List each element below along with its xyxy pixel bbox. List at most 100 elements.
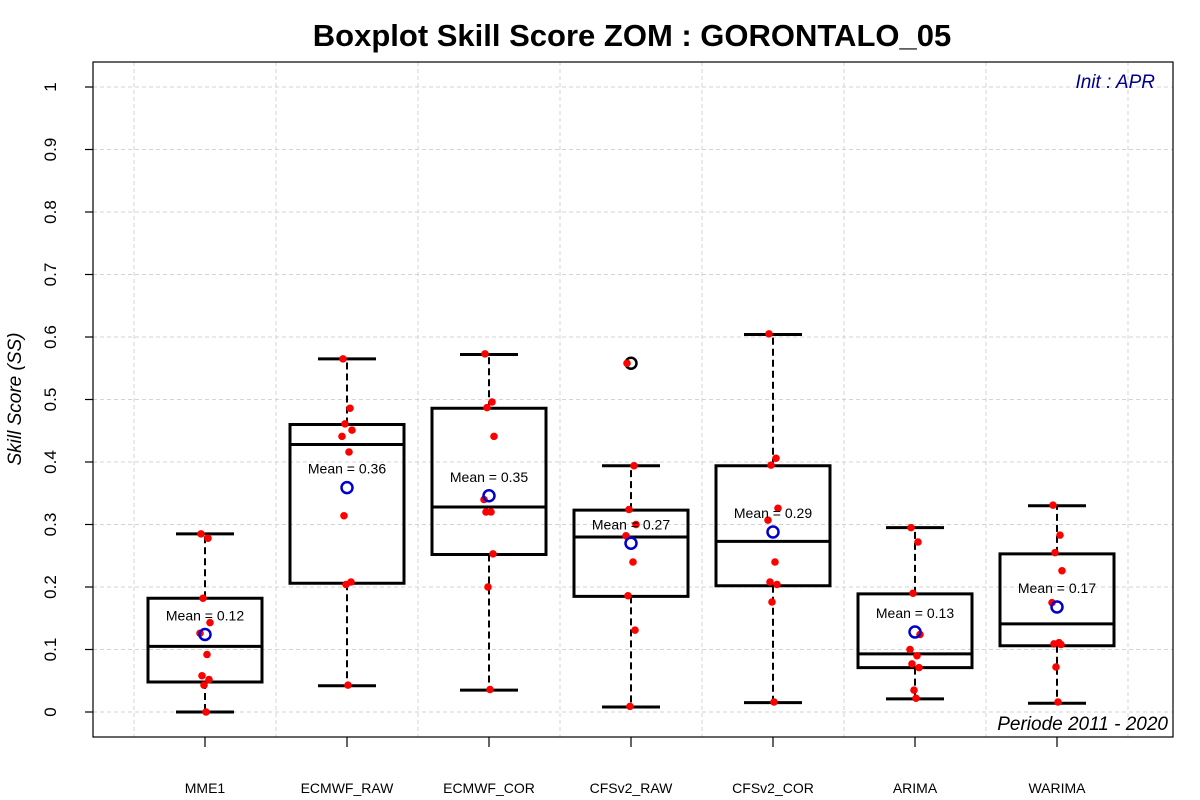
box-group: Mean = 0.12 (146, 530, 264, 716)
data-point (197, 530, 205, 538)
data-point (490, 432, 498, 441)
mean-label: Mean = 0.29 (734, 505, 812, 521)
box-group: Mean = 0.13 (856, 523, 974, 703)
mean-marker (1050, 600, 1064, 614)
data-point (906, 645, 914, 654)
data-point (198, 671, 206, 680)
data-point (1052, 663, 1060, 671)
data-point (342, 580, 350, 589)
data-point (486, 685, 494, 694)
data-point (1057, 640, 1065, 649)
data-point (764, 516, 772, 524)
data-point (908, 660, 916, 668)
data-point (910, 686, 918, 694)
chart-title: Boxplot Skill Score ZOM : GORONTALO_05 (313, 18, 951, 53)
x-tick-label: WARIMA (1028, 780, 1086, 796)
y-tick-label: 0.8 (41, 200, 60, 224)
init-annotation: Init : APR (1075, 72, 1155, 93)
mean-label: Mean = 0.13 (876, 605, 954, 621)
mean-marker (482, 489, 496, 503)
y-tick-label: 0.1 (41, 638, 60, 662)
mean-marker (766, 525, 780, 539)
data-point (632, 520, 640, 529)
data-point (629, 558, 637, 566)
y-tick-label: 0.2 (41, 575, 60, 599)
data-point (205, 675, 213, 684)
mean-marker (198, 627, 212, 642)
data-point (344, 681, 352, 689)
axes: 0 0.1 0.2 0.3 0.4 0.5 0.6 0.7 0.8 0.9 1 MME1 ECMWF_R… (41, 82, 1086, 796)
y-tick-label: 0.4 (41, 450, 60, 474)
mean-marker (908, 625, 922, 639)
data-point (1051, 548, 1059, 557)
y-tick-label: 0.7 (41, 263, 60, 287)
data-point (909, 589, 917, 598)
data-point (481, 350, 489, 358)
mean-label: Mean = 0.27 (592, 516, 670, 532)
data-point (482, 508, 490, 516)
data-point (1050, 640, 1058, 648)
data-point (199, 594, 207, 603)
data-point (912, 694, 920, 703)
y-tick-label: 0.3 (41, 513, 60, 537)
box-iqr (288, 423, 406, 585)
mean-label: Mean = 0.12 (166, 608, 244, 624)
data-point (200, 681, 208, 689)
data-point (768, 598, 776, 606)
data-point (346, 404, 354, 413)
box-group: Mean = 0.35 (430, 350, 548, 694)
data-point (339, 355, 347, 363)
data-point (766, 578, 774, 586)
box-group: Mean = 0.27 (572, 356, 690, 711)
box-group: Mean = 0.17 (998, 501, 1116, 706)
data-point (765, 330, 773, 338)
x-tick-label: ECMWF_COR (443, 780, 535, 796)
data-point (1054, 698, 1062, 706)
data-point (1049, 501, 1057, 509)
data-point (1056, 531, 1064, 539)
x-tick-label: MME1 (185, 780, 226, 796)
data-point (767, 461, 775, 469)
data-point (770, 698, 778, 706)
data-point (203, 650, 211, 659)
data-point (631, 626, 639, 634)
period-annotation: Periode 2011 - 2020 (997, 714, 1168, 735)
data-point (915, 663, 923, 672)
data-point (341, 420, 349, 428)
data-point (626, 702, 634, 711)
data-point (483, 403, 491, 412)
data-point (348, 426, 356, 434)
data-point (345, 448, 353, 456)
data-point (774, 504, 782, 513)
data-point (488, 398, 496, 406)
data-point (913, 651, 921, 660)
box-iqr (998, 552, 1116, 648)
box-group: Mean = 0.29 (714, 330, 832, 706)
data-point (338, 432, 346, 441)
data-point (771, 558, 779, 566)
data-point (202, 708, 210, 716)
data-point (625, 505, 633, 514)
mean-label: Mean = 0.35 (450, 469, 528, 485)
y-tick-label: 0.5 (41, 388, 60, 412)
data-point (204, 534, 212, 543)
x-tick-label: ECMWF_RAW (301, 780, 395, 796)
data-point (484, 583, 492, 591)
data-point (907, 523, 915, 532)
mean-label: Mean = 0.36 (308, 461, 386, 477)
mean-marker (340, 480, 354, 495)
data-point (773, 580, 781, 589)
data-point (914, 538, 922, 546)
data-point (623, 359, 631, 368)
box-group: Mean = 0.36 (288, 355, 406, 689)
x-tick-label: ARIMA (893, 780, 938, 796)
plot-area: Mean = 0.12 Mean = 0.36 Mean = 0.35 Mean = … (146, 330, 1116, 716)
data-point (630, 461, 638, 470)
x-tick-label: CFSv2_COR (732, 780, 814, 796)
y-tick-label: 0 (41, 707, 60, 716)
data-point (624, 591, 632, 600)
grid-lines (93, 62, 1173, 737)
x-tick-label: CFSv2_RAW (590, 780, 674, 796)
y-axis-label: Skill Score (SS) (5, 332, 26, 465)
